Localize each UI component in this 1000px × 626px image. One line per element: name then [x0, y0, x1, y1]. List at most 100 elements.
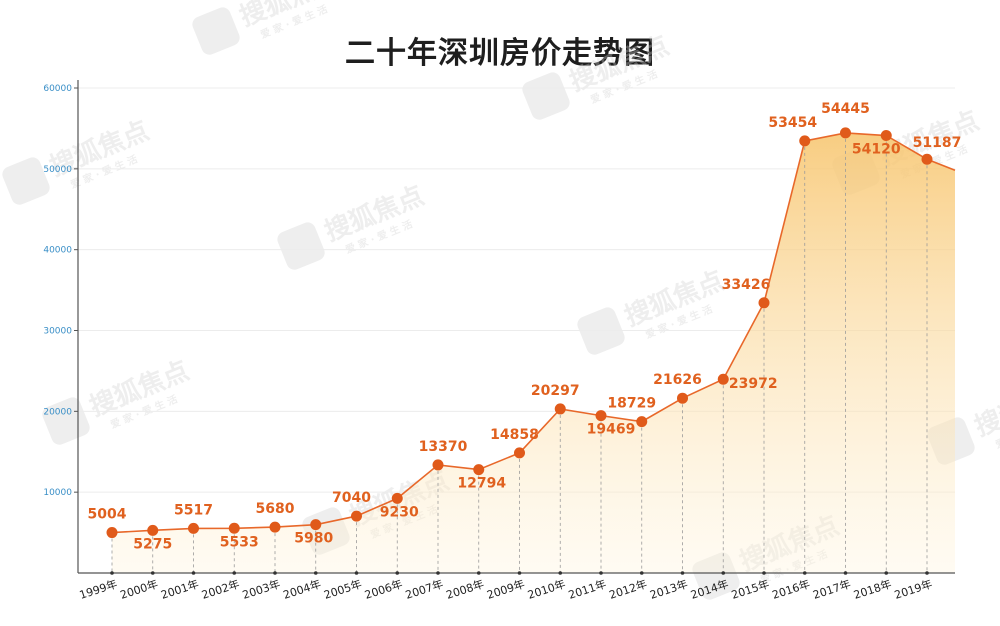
series-line [111, 132, 956, 534]
data-label: 5680 [256, 501, 295, 517]
data-label: 13370 [419, 439, 468, 455]
x-tick-mark [558, 571, 563, 575]
data-point [840, 127, 851, 139]
x-tick-mark [599, 571, 603, 575]
data-label: 12794 [457, 476, 506, 492]
data-label: 5004 [88, 507, 127, 523]
x-tick-label: 2018年 [852, 577, 893, 602]
data-label: 7040 [332, 490, 371, 506]
data-point [799, 135, 811, 147]
watermark-logo-icon [577, 307, 625, 355]
x-tick-mark [639, 571, 644, 575]
x-tick-mark [802, 571, 807, 575]
x-tick-labels: 1999年 2000年 2001年 2002年 2003年 2004年 2005年 2006年… [78, 577, 934, 602]
x-tick-mark [232, 571, 237, 575]
x-tick-mark [110, 571, 114, 575]
data-point [677, 392, 688, 404]
y-tick-label: 50000 [43, 165, 72, 175]
x-tick-mark [395, 571, 400, 575]
data-point [147, 524, 159, 536]
data-labels: 5004 5275 5517 5533 5680 5980 7040 9230 13370 127… [88, 101, 962, 552]
x-tick-label: 2010年 [526, 577, 567, 602]
x-tick-label: 2002年 [200, 577, 241, 602]
watermark-logo-icon [277, 222, 325, 270]
x-tick-mark [436, 571, 440, 575]
x-tick-mark [925, 571, 929, 575]
data-label: 9230 [380, 504, 419, 520]
data-point [391, 492, 403, 504]
watermark-logo-icon [42, 397, 90, 445]
data-label: 14858 [490, 427, 539, 443]
area-fill [112, 132, 955, 573]
data-label: 5517 [174, 502, 213, 518]
x-tick-label: 2013年 [648, 577, 689, 602]
watermark-brand: 搜狐焦点 [970, 375, 1000, 443]
x-tick-label: 2007年 [404, 577, 445, 602]
watermark-logo-icon [2, 157, 50, 205]
data-label: 23972 [729, 376, 778, 392]
data-point [269, 521, 281, 533]
x-tick-label: 2008年 [444, 577, 485, 602]
x-tick-mark [517, 571, 522, 575]
x-tick-label: 2011年 [567, 577, 608, 602]
x-tick-label: 1999年 [78, 577, 119, 602]
data-point [595, 410, 607, 422]
data-label: 21626 [653, 372, 702, 388]
x-tick-label: 2006年 [363, 577, 404, 602]
area-fill-layer [112, 132, 955, 573]
data-point [636, 416, 648, 428]
data-label: 54445 [821, 101, 870, 117]
x-tick-mark [313, 571, 318, 575]
data-label: 51187 [913, 135, 962, 151]
drop-lines [111, 132, 928, 573]
data-point [310, 519, 322, 531]
data-label: 5533 [220, 534, 259, 550]
series-line-layer [111, 132, 956, 534]
data-label: 54120 [852, 142, 901, 158]
x-tick-mark [884, 571, 889, 575]
data-points [106, 127, 933, 539]
data-label: 19469 [587, 422, 636, 438]
data-point [351, 510, 362, 522]
data-label: 33426 [722, 277, 771, 293]
y-tick-label: 10000 [43, 488, 72, 498]
x-tick-label: 2012年 [607, 577, 648, 602]
data-label: 18729 [607, 396, 656, 412]
x-tick-mark [843, 571, 848, 575]
x-tick-label: 2004年 [281, 577, 322, 602]
y-tick-label: 60000 [43, 84, 72, 94]
x-tick-mark [721, 571, 726, 575]
data-point [228, 522, 240, 534]
x-tick-label: 2003年 [241, 577, 282, 602]
watermark-logo-icon [192, 7, 240, 55]
x-tick-mark [150, 571, 155, 575]
data-point [717, 373, 729, 385]
x-tick-label: 2009年 [485, 577, 526, 602]
x-tick-label: 2000年 [118, 577, 159, 602]
chart-title: 二十年深圳房价走势图 [345, 36, 655, 71]
watermark-logo-icon [522, 72, 570, 120]
x-tick-label: 2019年 [893, 577, 934, 602]
axes [74, 80, 955, 575]
data-label: 20297 [531, 383, 580, 399]
x-tick-label: 2001年 [159, 577, 200, 602]
x-tick-mark [354, 571, 359, 575]
data-point [880, 130, 892, 142]
data-label: 5275 [133, 536, 172, 552]
data-point [758, 297, 770, 309]
y-tick-label: 30000 [43, 327, 72, 337]
x-tick-mark [762, 571, 766, 575]
data-point [514, 447, 525, 459]
data-point [432, 459, 444, 471]
data-label: 5980 [294, 531, 333, 547]
data-point [921, 153, 933, 165]
x-tick-label: 2005年 [322, 577, 363, 602]
x-tick-mark [680, 571, 685, 575]
